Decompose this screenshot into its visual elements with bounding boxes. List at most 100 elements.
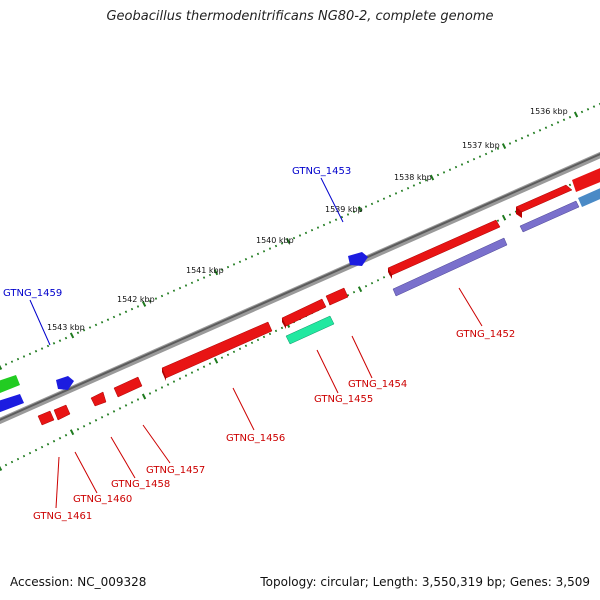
- ruler-dot: [442, 171, 446, 174]
- ruler-dot: [52, 439, 56, 443]
- gene-feature[interactable]: [0, 375, 20, 395]
- gene-label-1457[interactable]: GTNG_1457: [146, 465, 205, 476]
- ruler-dot: [346, 213, 350, 216]
- gene-feature-1455[interactable]: [285, 315, 335, 345]
- ruler-dot: [184, 374, 188, 377]
- gene-label-1452[interactable]: GTNG_1452: [456, 329, 515, 340]
- gene-feature-1457[interactable]: [113, 376, 143, 398]
- ruler-dot: [322, 223, 326, 227]
- label-leaders: [29, 177, 483, 509]
- ruler-dot: [148, 300, 152, 303]
- ruler-dot: [352, 290, 356, 294]
- ruler-dot: [22, 454, 26, 458]
- ruler-dot: [196, 278, 200, 282]
- ruler-dot: [94, 419, 98, 422]
- gene-feature[interactable]: [515, 184, 573, 213]
- ruler-dot: [82, 425, 86, 428]
- ruler-dot: [292, 236, 296, 240]
- gene-feature-shade: [282, 318, 286, 329]
- gene-feature-1453[interactable]: [348, 252, 368, 266]
- ruler-dot: [112, 315, 116, 319]
- ruler-dot: [118, 407, 122, 410]
- ruler-dot: [148, 392, 152, 395]
- gene-features: [0, 166, 600, 426]
- gene-label-1454[interactable]: GTNG_1454: [348, 379, 407, 390]
- ruler-dot: [190, 281, 194, 285]
- ruler-dot: [472, 157, 476, 161]
- ruler-dot: [388, 194, 392, 198]
- ruler-dot: [394, 192, 398, 195]
- ruler-dot: [496, 147, 500, 150]
- ruler-dot: [184, 284, 188, 287]
- ruler-dot: [496, 219, 500, 222]
- ruler-major-tick: [213, 269, 219, 276]
- ruler-dot: [208, 273, 212, 277]
- ruler-dot: [310, 228, 314, 232]
- ruler-major-tick: [357, 286, 363, 293]
- gene-feature-1458[interactable]: [90, 391, 107, 407]
- ruler-dot: [508, 142, 512, 145]
- ruler-dot: [160, 294, 164, 298]
- ruler-dot: [376, 200, 380, 203]
- ruler-dot: [490, 150, 494, 153]
- ruler-dot: [328, 221, 332, 224]
- gene-feature-shade: [516, 207, 522, 218]
- ruler-dot: [238, 347, 242, 351]
- ruler-dot: [202, 276, 206, 279]
- accession-text: Accession: NC_009328: [10, 575, 147, 589]
- ruler-dot: [268, 332, 272, 336]
- ruler-dot: [262, 250, 266, 253]
- gene-feature[interactable]: [578, 186, 600, 207]
- gene-feature-1454[interactable]: [325, 287, 349, 306]
- gene-feature-shade: [388, 268, 392, 279]
- gene-label-1456[interactable]: GTNG_1456: [226, 433, 285, 444]
- gene-label-1460[interactable]: GTNG_1460: [73, 494, 132, 505]
- ruler-dot: [64, 433, 68, 437]
- ruler-major-tick: [69, 429, 75, 436]
- ruler-dot: [544, 126, 548, 129]
- gene-feature-1459[interactable]: [56, 376, 74, 390]
- gene-feature-1461[interactable]: [37, 410, 55, 426]
- gene-label-1455[interactable]: GTNG_1455: [314, 394, 373, 405]
- ruler-dot: [436, 173, 440, 177]
- ruler-dot: [244, 257, 248, 261]
- gene-feature-1452[interactable]: [392, 237, 508, 297]
- kbp-label-1543: 1543 kbp: [47, 323, 85, 332]
- ruler-dot: [58, 339, 62, 342]
- ruler-dot: [346, 293, 350, 297]
- ruler-dot: [586, 108, 590, 111]
- ruler-dot: [76, 331, 80, 335]
- gene-feature[interactable]: [519, 200, 580, 233]
- gene-feature[interactable]: [572, 166, 600, 192]
- ruler-dot: [538, 129, 542, 132]
- gene-feature[interactable]: [0, 394, 24, 414]
- ruler-dot: [28, 451, 32, 455]
- ruler-dot: [478, 155, 482, 158]
- kbp-label-1542: 1542 kbp: [117, 295, 155, 304]
- ruler-dot: [208, 362, 212, 365]
- gene-label-1453[interactable]: GTNG_1453: [292, 166, 351, 177]
- ruler-dot: [34, 349, 38, 353]
- ruler-dot: [316, 226, 320, 229]
- ruler-dot: [154, 297, 158, 300]
- gene-feature-1456[interactable]: [161, 321, 273, 379]
- ruler-dot: [460, 163, 464, 166]
- gene-label-1461[interactable]: GTNG_1461: [33, 511, 92, 522]
- kbp-label-1536: 1536 kbp: [530, 107, 568, 116]
- kbp-label-1540: 1540 kbp: [256, 236, 294, 245]
- ruler-dot: [100, 321, 104, 324]
- ruler-dot: [280, 326, 284, 330]
- ruler-dot: [568, 183, 572, 187]
- ruler-dot: [16, 357, 20, 361]
- ruler-dot: [256, 252, 260, 256]
- ruler-major-tick: [141, 300, 147, 307]
- ruler-major-tick: [501, 214, 507, 221]
- ruler-major-tick: [0, 364, 3, 370]
- ruler-dot: [16, 457, 20, 461]
- kbp-label-1541: 1541 kbp: [186, 266, 224, 275]
- gene-feature-1460[interactable]: [53, 404, 71, 421]
- gene-label-1458[interactable]: GTNG_1458: [111, 479, 170, 490]
- ruler-dot: [262, 335, 266, 339]
- gene-label-1459[interactable]: GTNG_1459: [3, 288, 62, 299]
- ruler-dot: [520, 136, 524, 140]
